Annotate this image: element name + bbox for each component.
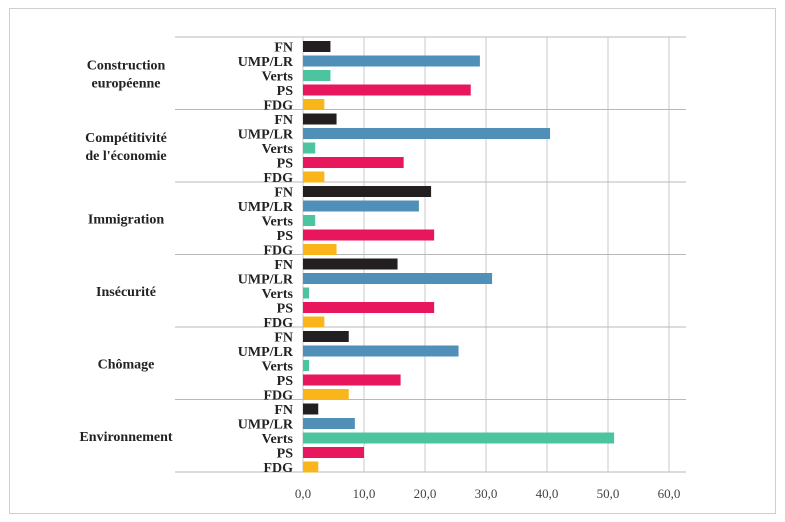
bar-umplr bbox=[303, 128, 551, 139]
party-label: FN bbox=[274, 403, 293, 418]
category-label: Compétitivité bbox=[85, 131, 167, 146]
category-label: de l'économie bbox=[85, 149, 166, 164]
category-label: européenne bbox=[92, 76, 161, 91]
bar-ps bbox=[303, 374, 401, 386]
category-label: Chômage bbox=[98, 357, 155, 372]
x-tick-label: 10,0 bbox=[353, 486, 376, 501]
bar-fn bbox=[303, 331, 349, 342]
x-tick-label: 0,0 bbox=[295, 486, 311, 501]
party-label: FDG bbox=[263, 316, 293, 331]
party-label: FDG bbox=[263, 244, 293, 259]
x-tick-label: 50,0 bbox=[597, 486, 620, 501]
bar-verts bbox=[303, 432, 615, 444]
bar-umplr bbox=[303, 273, 493, 284]
party-label: FN bbox=[274, 258, 293, 273]
bar-verts bbox=[303, 70, 331, 81]
party-label: FN bbox=[274, 41, 293, 56]
bar-verts bbox=[303, 215, 316, 226]
party-label: FDG bbox=[263, 171, 293, 186]
party-label: UMP/LR bbox=[238, 418, 294, 433]
bar-umplr bbox=[303, 345, 459, 357]
party-label: UMP/LR bbox=[238, 128, 294, 143]
party-label: UMP/LR bbox=[238, 55, 294, 70]
party-label: Verts bbox=[262, 215, 294, 230]
bar-ps bbox=[303, 84, 471, 96]
bar-verts bbox=[303, 360, 310, 371]
bar-umplr bbox=[303, 200, 419, 212]
bar-verts bbox=[303, 287, 310, 299]
category-label: Construction bbox=[87, 58, 166, 73]
party-label: PS bbox=[277, 84, 294, 99]
x-tick-label: 30,0 bbox=[475, 486, 498, 501]
bar-fn bbox=[303, 113, 337, 125]
bar-fn bbox=[303, 258, 398, 270]
party-label: PS bbox=[277, 229, 294, 244]
bar-umplr bbox=[303, 55, 480, 67]
party-label: FDG bbox=[263, 99, 293, 114]
bar-fdg bbox=[303, 244, 337, 255]
x-tick-label: 20,0 bbox=[414, 486, 437, 501]
party-label: FDG bbox=[263, 389, 293, 404]
category-label: Immigration bbox=[88, 212, 164, 227]
party-label: PS bbox=[277, 302, 294, 317]
category-label: Environnement bbox=[79, 430, 172, 445]
party-label: PS bbox=[277, 374, 294, 389]
party-label: Verts bbox=[262, 360, 294, 375]
bar-umplr bbox=[303, 418, 355, 429]
bar-fdg bbox=[303, 171, 325, 183]
party-label: PS bbox=[277, 447, 294, 462]
category-label: Insécurité bbox=[96, 285, 156, 300]
party-label: UMP/LR bbox=[238, 273, 294, 288]
bar-ps bbox=[303, 229, 435, 241]
party-label: FN bbox=[274, 186, 293, 201]
party-label: PS bbox=[277, 157, 294, 172]
party-label: Verts bbox=[262, 287, 294, 302]
party-label: Verts bbox=[262, 70, 294, 85]
bar-ps bbox=[303, 447, 364, 458]
party-label: Verts bbox=[262, 142, 294, 157]
bar-ps bbox=[303, 302, 435, 313]
bar-ps bbox=[303, 157, 404, 168]
bar-fdg bbox=[303, 99, 325, 110]
bar-fn bbox=[303, 186, 432, 197]
bar-verts bbox=[303, 142, 316, 154]
party-label: FN bbox=[274, 331, 293, 346]
bar-fdg bbox=[303, 316, 325, 328]
party-label: FDG bbox=[263, 461, 293, 476]
party-label: UMP/LR bbox=[238, 345, 294, 360]
x-tick-label: 40,0 bbox=[536, 486, 559, 501]
bar-fdg bbox=[303, 389, 349, 400]
bar-fn bbox=[303, 403, 319, 415]
party-label: UMP/LR bbox=[238, 200, 294, 215]
party-label: Verts bbox=[262, 432, 294, 447]
bar-fdg bbox=[303, 461, 319, 473]
bar-fn bbox=[303, 41, 331, 52]
party-label: FN bbox=[274, 113, 293, 128]
x-tick-label: 60,0 bbox=[658, 486, 681, 501]
